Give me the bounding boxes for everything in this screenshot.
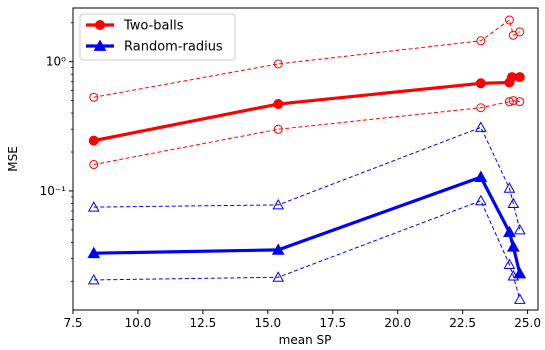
triangle-marker bbox=[506, 240, 520, 252]
circle-marker bbox=[273, 124, 283, 134]
y-tick-label: 10⁰ bbox=[46, 55, 66, 69]
triangle-marker bbox=[513, 293, 526, 304]
circle-marker bbox=[475, 78, 486, 89]
circle-marker bbox=[515, 97, 525, 107]
circle-marker bbox=[95, 20, 105, 30]
series-line bbox=[93, 75, 520, 143]
x-tick-label: 20.0 bbox=[384, 316, 411, 330]
series-line bbox=[93, 175, 522, 274]
triangle-marker bbox=[503, 225, 516, 238]
triangle-marker bbox=[513, 223, 526, 235]
triangle-marker bbox=[503, 258, 516, 269]
circle-marker bbox=[273, 99, 284, 110]
triangle-marker bbox=[271, 243, 285, 255]
triangle-marker bbox=[507, 197, 520, 208]
y-tick-label: 10⁻¹ bbox=[40, 184, 67, 198]
triangle-marker bbox=[474, 194, 487, 206]
triangle-marker bbox=[503, 182, 516, 193]
circle-marker bbox=[89, 160, 99, 170]
series-dashed-line bbox=[93, 19, 521, 98]
legend-label: Random-radius bbox=[124, 40, 223, 55]
x-tick-label: 12.5 bbox=[190, 316, 217, 330]
x-tick-label: 25.0 bbox=[514, 316, 541, 330]
triangle-marker bbox=[272, 271, 285, 282]
circle-marker bbox=[273, 59, 283, 69]
circle-marker bbox=[89, 92, 99, 102]
x-tick-label: 17.5 bbox=[319, 316, 346, 330]
series-5 bbox=[87, 194, 526, 304]
x-axis-ticks: 7.5 10.0 12.5 15.0 17.5 20.0 22.5 25.0 bbox=[63, 310, 541, 330]
triangle-marker bbox=[513, 266, 527, 279]
series-2 bbox=[89, 15, 525, 102]
y-axis-label: MSE bbox=[6, 146, 20, 172]
triangle-marker bbox=[474, 121, 487, 132]
triangle-marker bbox=[87, 273, 100, 285]
plot-frame bbox=[72, 7, 539, 311]
legend-items: Two-balls Random-radius bbox=[86, 19, 223, 55]
legend: Two-balls Random-radius bbox=[79, 13, 236, 61]
x-tick-label: 15.0 bbox=[254, 316, 281, 330]
circle-marker bbox=[504, 15, 514, 25]
series-1 bbox=[87, 170, 527, 279]
circle-marker bbox=[504, 97, 514, 107]
triangle-marker bbox=[87, 246, 101, 259]
x-tick-label: 7.5 bbox=[63, 316, 82, 330]
series-dashed-line bbox=[93, 126, 521, 230]
triangle-marker bbox=[272, 198, 285, 210]
x-tick-label: 10.0 bbox=[125, 316, 152, 330]
triangle-marker bbox=[87, 201, 100, 212]
circle-marker bbox=[514, 72, 525, 83]
circle-marker bbox=[515, 27, 525, 37]
legend-label: Two-balls bbox=[123, 19, 184, 34]
series-0 bbox=[88, 72, 525, 146]
circle-marker bbox=[476, 103, 486, 113]
triangle-marker bbox=[93, 39, 107, 51]
series-dashed-line bbox=[93, 200, 521, 300]
series-layer bbox=[87, 15, 527, 304]
legend-box bbox=[79, 13, 236, 61]
circle-marker bbox=[88, 135, 99, 146]
series-3 bbox=[89, 96, 525, 170]
circle-marker bbox=[476, 36, 486, 46]
x-tick-label: 22.5 bbox=[449, 316, 476, 330]
triangle-marker bbox=[474, 170, 488, 182]
circle-marker bbox=[508, 96, 518, 106]
y-axis-ticks: 10⁻¹ 10⁰ bbox=[40, 22, 73, 282]
series-dashed-line bbox=[93, 100, 520, 166]
series-4 bbox=[87, 121, 526, 235]
x-axis-label: mean SP bbox=[279, 333, 332, 347]
